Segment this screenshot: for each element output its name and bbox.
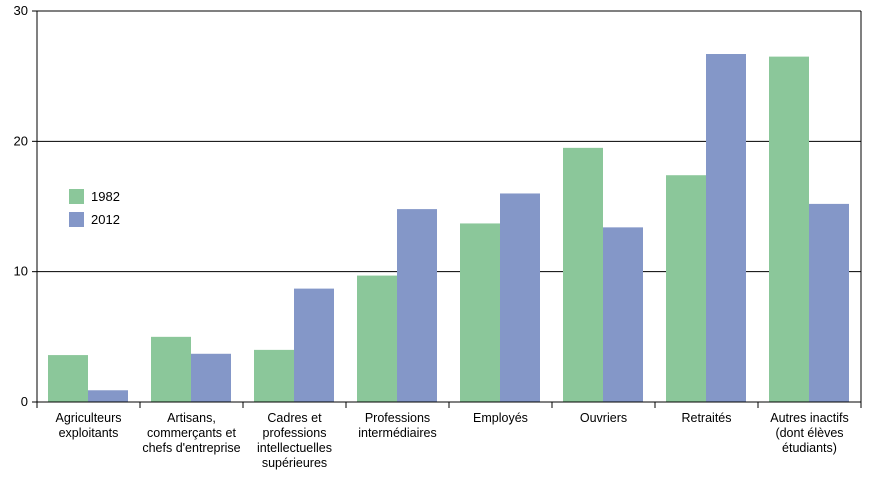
x-category-label: Employés <box>473 411 528 425</box>
y-tick-label: 0 <box>21 394 28 409</box>
y-tick-label: 20 <box>14 133 28 148</box>
x-category-label: Agriculteurs exploitants <box>56 411 122 440</box>
bar-2012-0 <box>88 390 128 402</box>
legend-swatch-2012 <box>69 212 84 227</box>
x-category-label: Autres inactifs (dont élèves étudiants) <box>770 411 849 455</box>
legend-swatch-1982 <box>69 189 84 204</box>
legend-label: 1982 <box>91 189 120 204</box>
bar-1982-5 <box>563 147 603 402</box>
axes <box>32 10 862 408</box>
bar-1982-2 <box>254 349 294 402</box>
legend: 1982 2012 <box>69 189 120 227</box>
bar-1982-7 <box>769 56 809 402</box>
bar-2012-1 <box>191 353 231 402</box>
y-tick-labels: 0 10 20 30 <box>14 3 28 409</box>
bar-2012-6 <box>706 54 746 402</box>
bar-2012-4 <box>500 193 540 402</box>
bars <box>48 54 849 402</box>
bar-1982-3 <box>357 275 397 402</box>
y-tick-label: 30 <box>14 3 28 18</box>
x-category-label: Cadres et professions intellectuelles supér… <box>257 411 332 470</box>
bar-1982-1 <box>151 336 191 402</box>
x-category-label: Retraités <box>681 411 731 425</box>
bar-1982-6 <box>666 175 706 402</box>
bar-2012-2 <box>294 288 334 402</box>
x-category-label: Artisans, commerçants et chefs d'entrepris… <box>142 411 240 455</box>
bar-2012-5 <box>603 227 643 402</box>
bar-2012-3 <box>397 209 437 402</box>
x-category-label: Professions intermédiaires <box>358 411 437 440</box>
y-tick-label: 10 <box>14 264 28 279</box>
x-category-label: Ouvriers <box>580 411 627 425</box>
legend-label: 2012 <box>91 212 120 227</box>
bar-1982-4 <box>460 223 500 402</box>
x-category-labels: Agriculteurs exploitants Artisans, commerça… <box>56 411 849 470</box>
bar-2012-7 <box>809 203 849 402</box>
bar-1982-0 <box>48 355 88 402</box>
